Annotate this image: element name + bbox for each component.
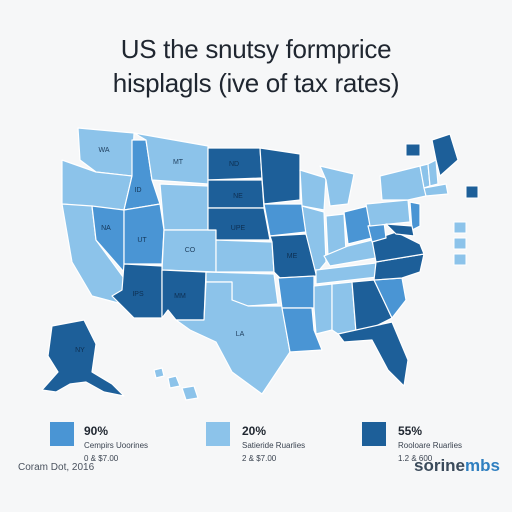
state-me xyxy=(431,133,459,177)
source-note: Coram Dot, 2016 xyxy=(18,462,95,473)
legend-name-1: Cempirs Uoorines xyxy=(84,441,149,450)
state-ak xyxy=(41,319,125,397)
state-ny xyxy=(379,165,427,201)
state-mi xyxy=(319,165,355,207)
label-nd: ND xyxy=(229,161,239,168)
state-fl xyxy=(337,321,409,387)
legend-swatch-3 xyxy=(362,422,386,446)
label-ak: NY xyxy=(75,347,85,354)
label-mo: ME xyxy=(287,253,298,260)
state-la xyxy=(281,307,323,353)
page-title: US the snutsy formprice hisplagls (ive o… xyxy=(0,32,512,100)
state-hi-1 xyxy=(153,367,165,379)
label-ut: UT xyxy=(137,237,147,244)
label-ne: NE xyxy=(233,193,243,200)
label-ks: UPE xyxy=(231,225,246,232)
brand-logo: sorinembs xyxy=(414,456,500,476)
state-nh xyxy=(427,159,439,187)
label-az: IPS xyxy=(132,291,144,298)
brand-logo-main: sorine xyxy=(414,456,466,475)
state-ut xyxy=(123,203,165,265)
label-id: ID xyxy=(135,187,142,194)
ne-chip-1 xyxy=(405,143,421,157)
legend-swatch-2 xyxy=(206,422,230,446)
legend-range-1: 0 & $7.00 xyxy=(84,454,119,463)
state-nj xyxy=(409,201,421,231)
label-tx: LA xyxy=(236,331,245,338)
label-nm: MM xyxy=(174,293,186,300)
state-ks xyxy=(215,239,275,273)
legend-name-2: Satieride Ruarlies xyxy=(242,441,306,450)
label-co: CO xyxy=(185,247,196,254)
label-mt: MT xyxy=(173,159,184,166)
state-mn xyxy=(259,147,301,205)
legend-range-3: 1.2 & 600 xyxy=(398,454,433,463)
state-ia xyxy=(263,203,307,237)
legend-pct-3: 55% xyxy=(398,424,423,438)
label-wa: WA xyxy=(98,147,109,154)
state-va xyxy=(371,231,425,263)
legend-pct-2: 20% xyxy=(242,424,267,438)
state-hi-2 xyxy=(167,375,181,389)
state-ne xyxy=(207,207,271,241)
state-md xyxy=(385,223,415,237)
state-tx xyxy=(175,281,291,395)
legend-range-2: 2 & $7.00 xyxy=(242,454,277,463)
legend-pct-1: 90% xyxy=(84,424,109,438)
state-ar xyxy=(277,275,315,309)
brand-logo-accent: mbs xyxy=(465,456,500,475)
state-ms xyxy=(313,283,333,335)
ne-chip-2 xyxy=(465,185,479,199)
legend-name-3: Rooloare Ruarlies xyxy=(398,441,463,450)
ne-chip-4 xyxy=(453,237,467,250)
state-wi xyxy=(299,169,327,211)
label-nv: NA xyxy=(101,225,111,232)
state-il xyxy=(301,205,327,275)
title-line-1: US the snutsy formprice xyxy=(120,34,392,64)
legend-swatch-1 xyxy=(50,422,74,446)
ne-chip-5 xyxy=(453,253,467,266)
state-pa xyxy=(365,199,411,227)
state-ma xyxy=(423,183,449,197)
title-line-2: hisplagls (ive of tax rates) xyxy=(112,68,400,98)
state-wy xyxy=(159,183,209,231)
state-az xyxy=(111,263,163,319)
state-hi-3 xyxy=(181,385,199,401)
state-mt xyxy=(133,132,209,185)
ne-chip-3 xyxy=(453,221,467,234)
